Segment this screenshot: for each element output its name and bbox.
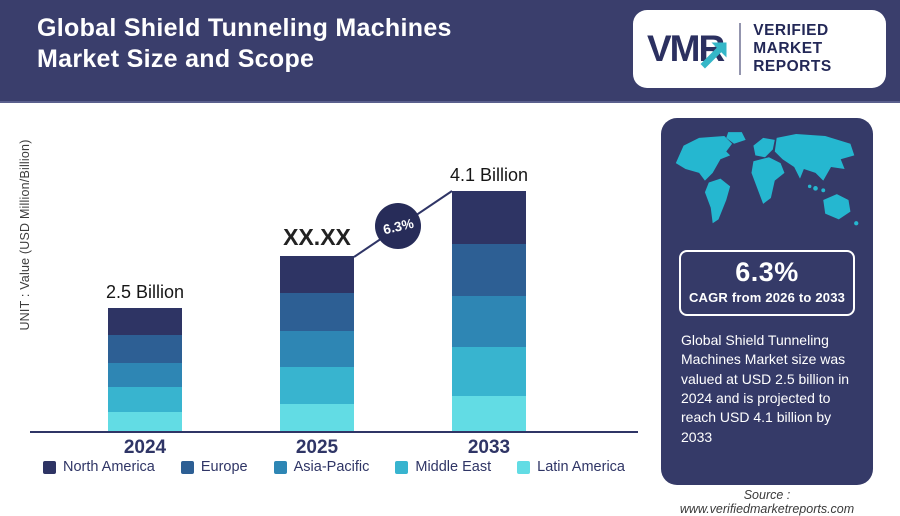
x-tick-2024: 2024 (123, 437, 167, 458)
logo-wordmark: VERIFIED MARKET REPORTS (753, 22, 831, 77)
legend-item-europe: Europe (180, 459, 248, 475)
cagr-value: 6.3% (735, 257, 799, 287)
bar-total-label-2024: 2.5 Billion (105, 282, 185, 302)
legend-swatch (180, 460, 194, 474)
trend-arrow-icon (700, 42, 727, 69)
cagr-caption: CAGR from 2026 to 2033 (688, 290, 846, 305)
x-tick-2025: 2025 (295, 437, 339, 458)
summary-card: 6.3% CAGR from 2026 to 2033 Global Shiel… (661, 118, 873, 485)
growth-rate-value: 6.3% (381, 215, 415, 237)
bar-segment-north-america (108, 308, 182, 335)
logo-divider (739, 23, 742, 75)
vmr-logo-letters: VMR (647, 28, 725, 69)
legend-label: North America (62, 459, 155, 475)
bar-total-label-2033: 4.1 Billion (449, 165, 529, 185)
legend-swatch (273, 460, 287, 474)
bar-total-label-2025: XX.XX (283, 224, 351, 250)
world-map (670, 130, 864, 242)
market-summary-text: Global Shield Tunneling Machines Market … (681, 332, 850, 445)
legend-label: Latin America (537, 459, 625, 475)
cagr-box: 6.3% CAGR from 2026 to 2033 (679, 250, 855, 316)
legend-item-asia-pacific: Asia-Pacific (273, 459, 370, 475)
page-title-line1: Global Shield Tunneling Machines (37, 14, 452, 42)
bar-segment-asia-pacific (280, 331, 354, 367)
page-title: Global Shield Tunneling Machines Market … (37, 13, 452, 75)
bar-segment-middle-east (280, 367, 354, 404)
legend-label: Europe (200, 459, 248, 475)
bar-segment-middle-east (108, 387, 182, 412)
bar-segment-north-america (280, 256, 354, 293)
stacked-bar-2025 (280, 256, 354, 431)
legend-item-middle-east: Middle East (395, 459, 491, 475)
growth-rate-badge: 6.3% (375, 203, 421, 249)
world-map-icon (675, 132, 859, 226)
y-axis-label: UNIT : Value (USD Million/Billion) (18, 139, 32, 331)
bar-segment-latin-america (108, 412, 182, 431)
legend-label: Asia-Pacific (293, 459, 370, 475)
vmr-logo-mark: VMR (647, 19, 727, 79)
logo-word-market: MARKET (753, 39, 823, 57)
bar-segment-asia-pacific (108, 363, 182, 387)
stacked-bar-2024 (108, 308, 182, 431)
legend-swatch (517, 460, 531, 474)
logo-word-reports: REPORTS (753, 58, 832, 76)
bar-segment-latin-america (280, 404, 354, 431)
header-bar: Global Shield Tunneling Machines Market … (0, 0, 900, 103)
source-attribution: Source : www.verifiedmarketreports.com (679, 488, 855, 516)
legend-swatch (395, 460, 409, 474)
legend-label: Middle East (415, 459, 492, 475)
bar-segment-asia-pacific (452, 296, 526, 347)
legend-item-north-america: North America (42, 459, 155, 475)
x-axis-line (30, 431, 638, 433)
bar-segment-latin-america (452, 396, 526, 431)
vmr-logo: VMR VERIFIED MARKET REPORTS (633, 10, 886, 88)
x-tick-2033: 2033 (467, 437, 511, 458)
chart-legend: North America Europe Asia-Pacific Middle Ea… (30, 459, 638, 475)
legend-swatch (42, 460, 56, 474)
bar-segment-europe (452, 244, 526, 296)
bar-segment-middle-east (452, 347, 526, 396)
bar-segment-europe (108, 335, 182, 363)
stacked-bar-2033 (452, 191, 526, 431)
legend-item-latin-america: Latin America (517, 459, 625, 475)
bar-segment-north-america (452, 191, 526, 244)
bar-segment-europe (280, 293, 354, 331)
page-title-line2: Market Size and Scope (37, 45, 315, 73)
logo-word-verified: VERIFIED (753, 21, 829, 39)
